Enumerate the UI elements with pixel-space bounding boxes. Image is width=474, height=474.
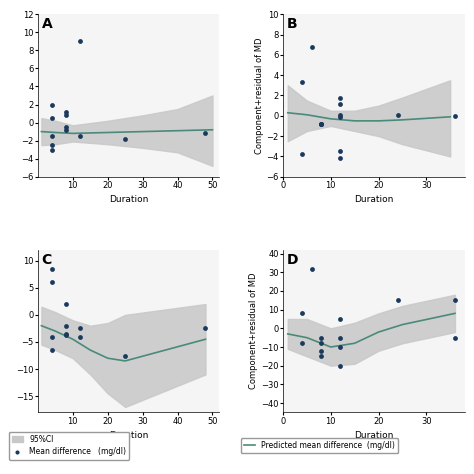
Point <box>337 315 344 323</box>
Point <box>76 333 83 340</box>
Point <box>337 343 344 351</box>
Point <box>451 297 459 304</box>
X-axis label: Duration: Duration <box>354 431 393 440</box>
Point <box>76 325 83 332</box>
Point <box>62 108 70 116</box>
Point <box>121 135 129 143</box>
Point <box>298 339 306 347</box>
Point <box>48 100 55 108</box>
Point <box>318 339 325 347</box>
X-axis label: Duration: Duration <box>354 195 393 204</box>
Point <box>298 151 306 158</box>
Point <box>337 147 344 155</box>
Point <box>202 325 210 332</box>
Legend: 95%CI, Mean difference   (mg/dl): 95%CI, Mean difference (mg/dl) <box>9 432 129 459</box>
Point <box>76 37 83 45</box>
Point <box>62 111 70 119</box>
Point <box>318 120 325 128</box>
Point <box>451 334 459 341</box>
Y-axis label: Component+residual of MD: Component+residual of MD <box>249 273 258 389</box>
Point <box>318 120 325 128</box>
Point <box>48 141 55 149</box>
Point <box>318 334 325 341</box>
Point <box>394 111 401 118</box>
Text: D: D <box>287 253 298 267</box>
Point <box>308 43 315 51</box>
Point <box>337 94 344 101</box>
Point <box>48 114 55 122</box>
Point <box>308 265 315 273</box>
Point <box>337 111 344 118</box>
Point <box>62 300 70 308</box>
Point <box>121 352 129 359</box>
Point <box>62 322 70 329</box>
Point <box>318 120 325 128</box>
Point <box>318 347 325 355</box>
Point <box>337 113 344 120</box>
Point <box>318 353 325 360</box>
Point <box>62 123 70 131</box>
Point <box>337 155 344 162</box>
Text: A: A <box>42 18 52 31</box>
Text: C: C <box>42 253 52 267</box>
Point <box>298 79 306 86</box>
Point <box>298 310 306 317</box>
Point <box>451 112 459 119</box>
Point <box>62 332 70 339</box>
Point <box>48 132 55 140</box>
Legend: Predicted mean difference  (mg/dl): Predicted mean difference (mg/dl) <box>241 438 398 453</box>
Point <box>48 265 55 273</box>
Point <box>62 126 70 134</box>
Point <box>76 132 83 140</box>
Point <box>337 334 344 341</box>
Point <box>202 129 210 137</box>
Point <box>337 100 344 108</box>
Point <box>48 279 55 286</box>
X-axis label: Duration: Duration <box>109 431 148 440</box>
Point <box>318 120 325 128</box>
Point <box>62 330 70 337</box>
Y-axis label: Component+residual of MD: Component+residual of MD <box>255 37 264 154</box>
Text: B: B <box>287 18 297 31</box>
X-axis label: Duration: Duration <box>109 195 148 204</box>
Point <box>394 297 401 304</box>
Point <box>48 333 55 340</box>
Point <box>337 362 344 369</box>
Point <box>48 146 55 154</box>
Point <box>48 346 55 354</box>
